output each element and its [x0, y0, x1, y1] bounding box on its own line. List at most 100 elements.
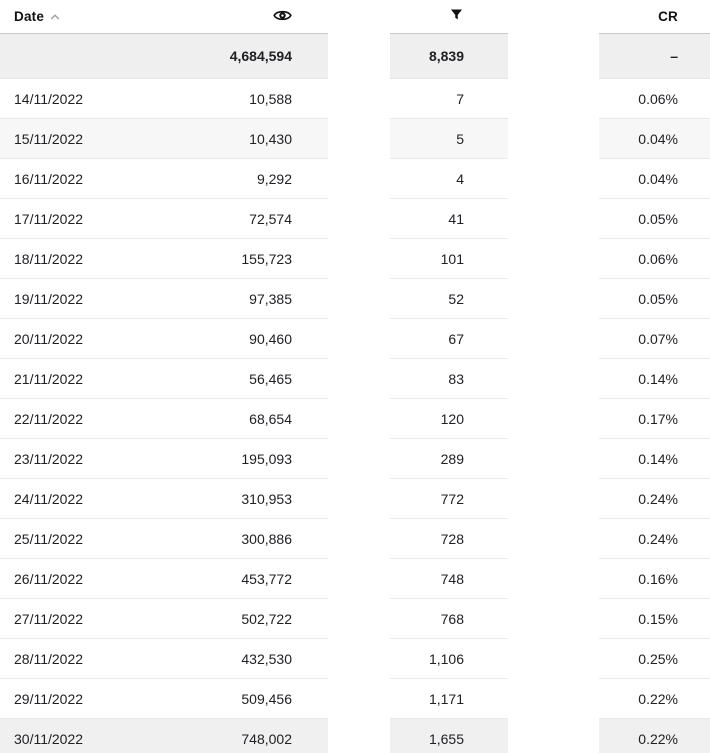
column-gap: [508, 279, 599, 319]
table-row[interactable]: 18/11/2022 155,723 101 0.06%: [0, 239, 710, 279]
row-block-cr: 0.05%: [599, 279, 710, 319]
table-row[interactable]: 26/11/2022 453,772 748 0.16%: [0, 559, 710, 599]
cr-cell: 0.04%: [638, 170, 678, 187]
conversions-cell: 101: [440, 250, 464, 267]
row-block-cr: 0.14%: [599, 439, 710, 479]
row-block-cr: 0.22%: [599, 719, 710, 753]
column-gap: [328, 599, 390, 639]
cr-cell: 0.16%: [638, 570, 678, 587]
views-cell: 10,588: [249, 90, 292, 107]
cr-cell: 0.15%: [638, 610, 678, 627]
header-block-date-views: Date: [0, 0, 328, 34]
column-header-cr[interactable]: CR: [658, 9, 678, 24]
column-gap: [328, 279, 390, 319]
column-gap: [328, 0, 390, 34]
row-block-conversions: 101: [390, 239, 508, 279]
date-cell: 16/11/2022: [14, 170, 84, 187]
totals-views-value: 4,684,594: [229, 48, 292, 64]
views-cell: 300,886: [241, 530, 292, 547]
column-gap: [508, 679, 599, 719]
column-gap: [328, 679, 390, 719]
row-block-cr: 0.15%: [599, 599, 710, 639]
table-row[interactable]: 28/11/2022 432,530 1,106 0.25%: [0, 639, 710, 679]
column-gap: [508, 519, 599, 559]
row-block-conversions: 120: [390, 399, 508, 439]
row-block-date-views: 30/11/2022 748,002: [0, 719, 328, 753]
column-gap: [328, 479, 390, 519]
date-cell: 22/11/2022: [14, 410, 84, 427]
cr-cell: 0.25%: [638, 650, 678, 667]
row-block-date-views: 15/11/2022 10,430: [0, 119, 328, 159]
row-block-conversions: 4: [390, 159, 508, 199]
date-cell: 24/11/2022: [14, 490, 84, 507]
row-block-conversions: 52: [390, 279, 508, 319]
column-gap: [328, 439, 390, 479]
date-cell: 15/11/2022: [14, 130, 84, 147]
row-block-date-views: 22/11/2022 68,654: [0, 399, 328, 439]
row-block-date-views: 29/11/2022 509,456: [0, 679, 328, 719]
table-row[interactable]: 15/11/2022 10,430 5 0.04%: [0, 119, 710, 159]
table-row[interactable]: 20/11/2022 90,460 67 0.07%: [0, 319, 710, 359]
table-row[interactable]: 21/11/2022 56,465 83 0.14%: [0, 359, 710, 399]
cr-cell: 0.05%: [638, 210, 678, 227]
row-block-cr: 0.07%: [599, 319, 710, 359]
column-gap: [508, 0, 599, 34]
table-row[interactable]: 27/11/2022 502,722 768 0.15%: [0, 599, 710, 639]
row-block-cr: 0.04%: [599, 119, 710, 159]
table-row[interactable]: 16/11/2022 9,292 4 0.04%: [0, 159, 710, 199]
cr-cell: 0.07%: [638, 330, 678, 347]
table-row[interactable]: 17/11/2022 72,574 41 0.05%: [0, 199, 710, 239]
conversions-cell: 289: [440, 450, 464, 467]
conversions-cell: 83: [448, 370, 464, 387]
column-gap: [328, 639, 390, 679]
column-header-date[interactable]: Date: [14, 9, 61, 24]
eye-icon: [273, 6, 292, 28]
table-row[interactable]: 14/11/2022 10,588 7 0.06%: [0, 79, 710, 119]
column-gap: [328, 119, 390, 159]
row-block-conversions: 7: [390, 79, 508, 119]
views-cell: 509,456: [241, 690, 292, 707]
column-gap: [328, 319, 390, 359]
table-row[interactable]: 25/11/2022 300,886 728 0.24%: [0, 519, 710, 559]
column-gap: [328, 519, 390, 559]
views-cell: 97,385: [249, 290, 292, 307]
row-block-date-views: 23/11/2022 195,093: [0, 439, 328, 479]
date-cell: 27/11/2022: [14, 610, 84, 627]
row-block-conversions: 768: [390, 599, 508, 639]
row-block-conversions: 772: [390, 479, 508, 519]
row-block-conversions: 1,106: [390, 639, 508, 679]
conversions-cell: 67: [448, 330, 464, 347]
column-gap: [508, 639, 599, 679]
table-row[interactable]: 23/11/2022 195,093 289 0.14%: [0, 439, 710, 479]
header-block-cr: CR: [599, 0, 710, 34]
column-header-conversions[interactable]: [449, 7, 464, 27]
table-row[interactable]: 29/11/2022 509,456 1,171 0.22%: [0, 679, 710, 719]
row-block-cr: 0.04%: [599, 159, 710, 199]
cr-cell: 0.14%: [638, 450, 678, 467]
row-block-cr: 0.17%: [599, 399, 710, 439]
cr-cell: 0.06%: [638, 250, 678, 267]
row-block-date-views: 20/11/2022 90,460: [0, 319, 328, 359]
table-row[interactable]: 22/11/2022 68,654 120 0.17%: [0, 399, 710, 439]
date-cell: 28/11/2022: [14, 650, 84, 667]
column-gap: [508, 559, 599, 599]
views-cell: 72,574: [249, 210, 292, 227]
column-gap: [508, 599, 599, 639]
column-header-views[interactable]: [273, 6, 292, 28]
row-block-conversions: 5: [390, 119, 508, 159]
table-row[interactable]: 30/11/2022 748,002 1,655 0.22%: [0, 719, 710, 753]
cr-cell: 0.24%: [638, 490, 678, 507]
column-gap: [328, 199, 390, 239]
views-cell: 432,530: [241, 650, 292, 667]
row-block-cr: 0.24%: [599, 519, 710, 559]
column-gap: [328, 719, 390, 753]
table-header-row: Date: [0, 0, 710, 34]
row-block-date-views: 18/11/2022 155,723: [0, 239, 328, 279]
row-block-date-views: 26/11/2022 453,772: [0, 559, 328, 599]
conversions-cell: 41: [448, 210, 464, 227]
table-row[interactable]: 24/11/2022 310,953 772 0.24%: [0, 479, 710, 519]
column-gap: [328, 559, 390, 599]
views-cell: 10,430: [249, 130, 292, 147]
table-row[interactable]: 19/11/2022 97,385 52 0.05%: [0, 279, 710, 319]
